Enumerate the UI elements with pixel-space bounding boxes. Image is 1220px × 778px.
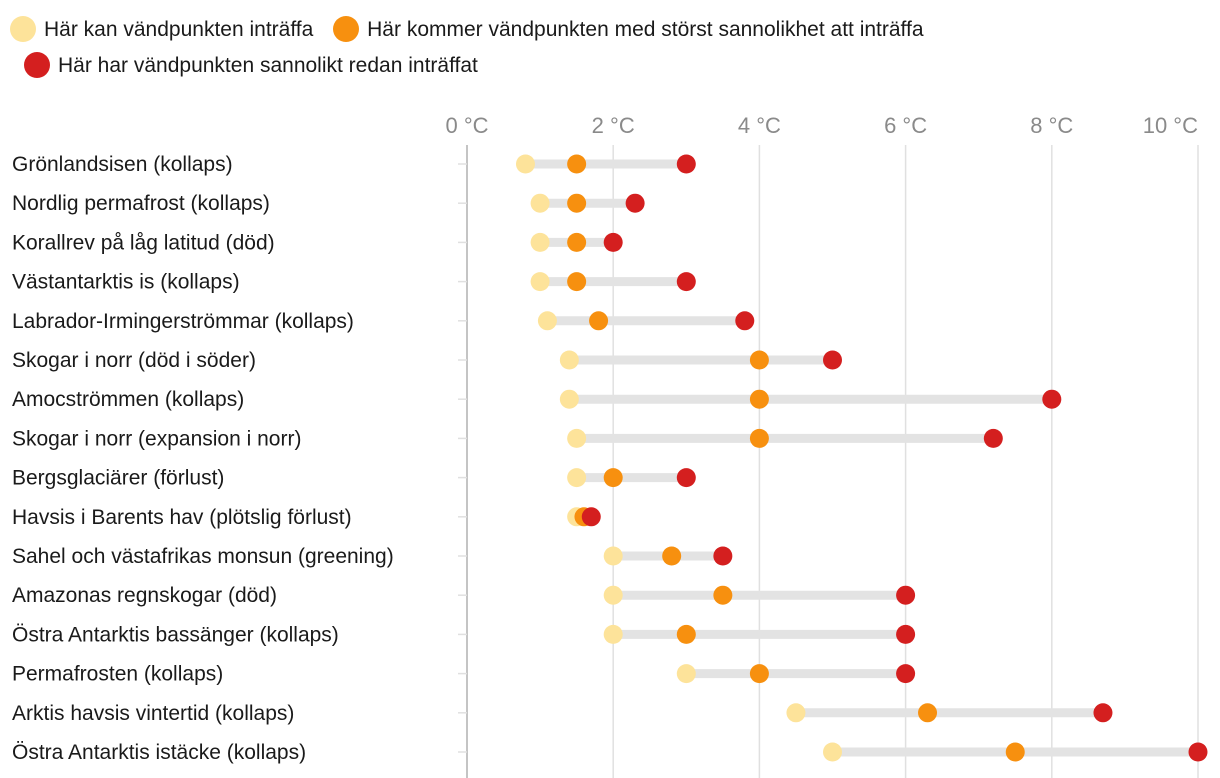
point-likely — [749, 350, 769, 370]
row-label: Bergsglaciärer (förlust) — [12, 467, 224, 490]
point-possible — [603, 546, 623, 566]
point-possible — [823, 742, 842, 762]
legend-item-possible: Här kan vändpunkten inträffa — [10, 16, 314, 42]
point-possible — [515, 154, 535, 174]
legend-label-likely: Här kommer vändpunkten med störst sannol… — [367, 18, 924, 41]
point-likely — [749, 664, 769, 684]
point-possible — [676, 664, 696, 684]
row-label: Östra Antarktis istäcke (kollaps) — [12, 741, 306, 764]
legend-swatch-likely — [333, 16, 360, 42]
row-label: Permafrosten (kollaps) — [12, 663, 223, 686]
point-passed — [823, 350, 842, 370]
chart-row: Östra Antarktis istäcke (kollaps) — [12, 741, 1208, 764]
point-possible — [786, 703, 806, 723]
row-label: Skogar i norr (död i söder) — [12, 349, 256, 372]
point-likely — [749, 389, 769, 409]
chart-row: Arktis havsis vintertid (kollaps) — [12, 702, 1113, 725]
row-label: Havsis i Barents hav (plötslig förlust) — [12, 506, 352, 529]
row-label: Nordlig permafrost (kollaps) — [12, 192, 270, 215]
row-label: Grönlandsisen (kollaps) — [12, 153, 233, 176]
chart-row: Sahel och västafrikas monsun (greening) — [12, 545, 733, 568]
row-label: Arktis havsis vintertid (kollaps) — [12, 702, 294, 725]
point-likely — [603, 468, 623, 488]
point-likely — [1005, 742, 1025, 762]
point-passed — [676, 154, 696, 174]
gridlines — [466, 145, 1199, 778]
chart-row: Östra Antarktis bassänger (kollaps) — [12, 623, 916, 646]
point-likely — [918, 703, 938, 723]
point-likely — [676, 624, 696, 644]
chart-row: Nordlig permafrost (kollaps) — [12, 192, 645, 215]
row-label: Skogar i norr (expansion i norr) — [12, 427, 301, 450]
point-passed — [896, 664, 916, 684]
row-label: Amocströmmen (kollaps) — [12, 388, 244, 411]
point-passed — [581, 507, 601, 527]
point-passed — [676, 468, 696, 488]
point-possible — [603, 624, 623, 644]
row-label: Amazonas regnskogar (död) — [12, 584, 277, 607]
point-passed — [735, 311, 755, 331]
point-passed — [1188, 742, 1208, 762]
chart-row: Bergsglaciärer (förlust) — [12, 467, 696, 490]
data-rows: Grönlandsisen (kollaps) Nordlig permafros… — [12, 153, 1208, 764]
row-label: Korallrev på låg latitud (död) — [12, 231, 275, 254]
chart-row: Grönlandsisen (kollaps) — [12, 153, 696, 176]
chart-row: Amazonas regnskogar (död) — [12, 584, 916, 607]
x-tick-label-0: 0 °C — [445, 113, 488, 138]
legend-label-passed: Här har vändpunkten sannolikt redan intr… — [58, 54, 478, 77]
x-axis-ticks: 0 °C 2 °C 4 °C 6 °C 8 °C 10 °C — [445, 113, 1198, 138]
point-likely — [567, 154, 587, 174]
x-tick-label-10: 10 °C — [1143, 113, 1198, 138]
row-label: Labrador-Irmingerströmmar (kollaps) — [12, 310, 354, 333]
point-possible — [530, 193, 550, 213]
row-label: Sahel och västafrikas monsun (greening) — [12, 545, 394, 568]
point-likely — [662, 546, 682, 566]
chart-row: Labrador-Irmingerströmmar (kollaps) — [12, 310, 755, 333]
point-possible — [559, 350, 579, 370]
point-passed — [1093, 703, 1113, 723]
legend-swatch-possible — [10, 16, 36, 42]
point-possible — [530, 272, 550, 292]
chart-row: Västantarktis is (kollaps) — [12, 271, 696, 294]
legend-item-likely: Här kommer vändpunkten med störst sannol… — [333, 16, 924, 42]
point-likely — [713, 585, 733, 605]
point-passed — [713, 546, 733, 566]
point-likely — [567, 232, 587, 252]
point-possible — [567, 428, 587, 448]
chart-row: Amocströmmen (kollaps) — [12, 388, 1062, 411]
point-likely — [589, 311, 609, 331]
point-likely — [749, 428, 769, 448]
point-possible — [567, 468, 587, 488]
row-label: Västantarktis is (kollaps) — [12, 271, 240, 294]
chart-row: Skogar i norr (död i söder) — [12, 349, 842, 372]
point-passed — [983, 428, 1003, 448]
point-passed — [603, 232, 623, 252]
point-passed — [896, 585, 916, 605]
point-likely — [567, 193, 587, 213]
x-tick-label-4: 4 °C — [738, 113, 781, 138]
x-tick-label-6: 6 °C — [884, 113, 927, 138]
legend-label-possible: Här kan vändpunkten inträffa — [44, 18, 314, 41]
x-tick-label-2: 2 °C — [592, 113, 635, 138]
point-possible — [559, 389, 579, 409]
point-passed — [676, 272, 696, 292]
chart-row: Korallrev på låg latitud (död) — [12, 231, 623, 254]
point-passed — [896, 624, 916, 644]
chart-row: Permafrosten (kollaps) — [12, 663, 916, 686]
point-likely — [567, 272, 587, 292]
legend-item-passed: Här har vändpunkten sannolikt redan intr… — [24, 52, 478, 78]
point-passed — [1042, 389, 1062, 409]
x-tick-label-8: 8 °C — [1030, 113, 1073, 138]
chart-row: Skogar i norr (expansion i norr) — [12, 427, 1003, 450]
point-passed — [625, 193, 645, 213]
row-label: Östra Antarktis bassänger (kollaps) — [12, 623, 339, 646]
point-possible — [537, 311, 557, 331]
legend-swatch-passed — [24, 52, 50, 78]
point-possible — [603, 585, 623, 605]
chart-row: Havsis i Barents hav (plötslig förlust) — [12, 506, 601, 529]
point-possible — [530, 232, 550, 252]
legend: Här kan vändpunkten inträffa Här kommer … — [10, 12, 1210, 84]
